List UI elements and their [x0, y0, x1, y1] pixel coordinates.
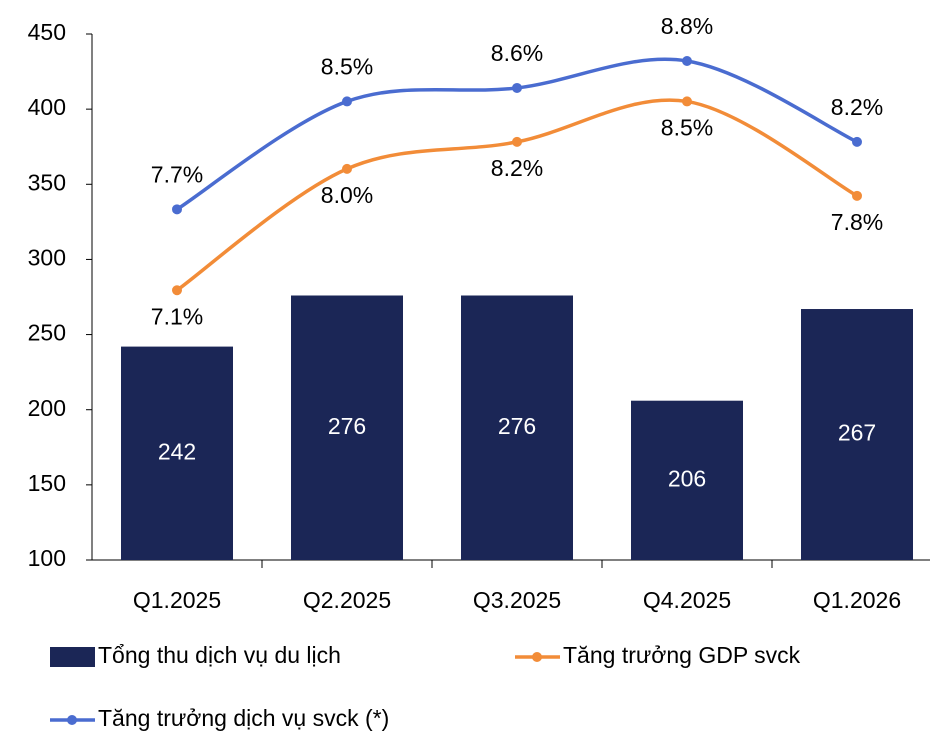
bar [291, 295, 403, 560]
line-point [342, 96, 352, 107]
bar-label: 267 [838, 420, 876, 446]
legend-swatch [67, 715, 77, 725]
line-label: 8.2% [491, 155, 543, 181]
line-point [682, 55, 692, 66]
line-label: 8.0% [321, 182, 373, 208]
line-label: 8.2% [831, 94, 883, 120]
legend-label: Tổng thu dịch vụ du lịch [98, 642, 341, 668]
line-point [852, 136, 862, 147]
line-label: 8.8% [661, 13, 713, 39]
y-tick-label: 300 [28, 245, 66, 271]
legend-swatch [50, 647, 95, 667]
bar [461, 295, 573, 560]
line-label: 7.7% [151, 161, 203, 187]
bar [801, 309, 913, 560]
line-label: 8.5% [321, 54, 373, 80]
y-tick-label: 450 [28, 19, 66, 45]
x-tick-label: Q1.2025 [133, 587, 221, 613]
bar-label: 242 [158, 438, 196, 464]
line [175, 98, 858, 292]
line-label: 8.5% [661, 115, 713, 141]
x-tick-label: Q1.2026 [813, 587, 901, 613]
line-point [512, 136, 522, 147]
y-tick-label: 250 [28, 320, 66, 346]
legend-label: Tăng trưởng GDP svck [563, 642, 801, 668]
y-tick-label: 150 [28, 470, 66, 496]
line [176, 57, 858, 211]
bar [121, 346, 233, 560]
line-point [172, 204, 182, 215]
bar-label: 276 [498, 413, 536, 439]
x-tick-label: Q3.2025 [473, 587, 561, 613]
y-tick-label: 400 [28, 94, 66, 120]
line-point [512, 82, 522, 93]
x-tick-label: Q2.2025 [303, 587, 391, 613]
line-label: 7.1% [151, 303, 203, 329]
bar-label: 206 [668, 465, 706, 491]
legend-swatch [532, 652, 542, 662]
line-point [852, 190, 862, 201]
line-label: 8.6% [491, 40, 543, 66]
y-tick-label: 200 [28, 395, 66, 421]
line-label: 7.8% [831, 209, 883, 235]
y-tick-label: 350 [28, 169, 66, 195]
bar [631, 400, 743, 560]
bar-label: 276 [328, 413, 366, 439]
y-tick-label: 100 [28, 545, 66, 571]
legend-label: Tăng trưởng dịch vụ svck (*) [98, 705, 389, 731]
x-tick-label: Q4.2025 [643, 587, 731, 613]
line-point [342, 163, 352, 174]
line-point [172, 285, 182, 296]
line-point [682, 96, 692, 107]
